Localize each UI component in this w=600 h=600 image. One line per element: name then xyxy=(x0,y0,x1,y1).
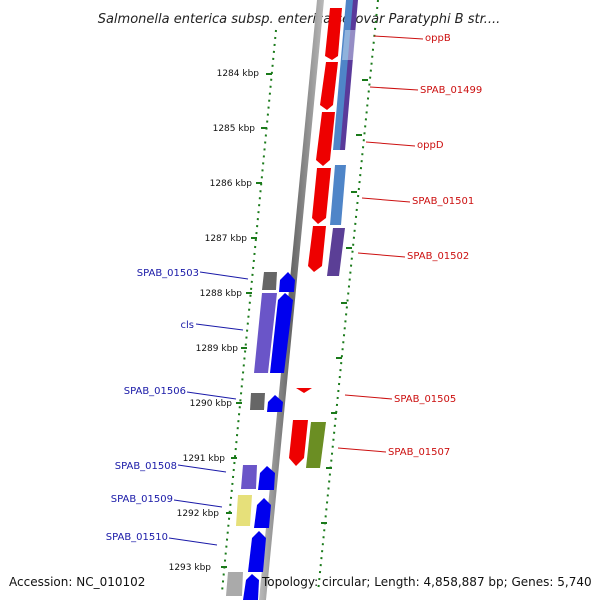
gene-arrow xyxy=(254,498,271,528)
kbp-label: 1293 kbp xyxy=(169,563,212,573)
leader-line xyxy=(369,86,419,91)
gene-label-left[interactable]: SPAB_01508 xyxy=(115,461,177,472)
accession-text: Accession: NC_010102 xyxy=(9,575,145,589)
leader-line xyxy=(373,35,424,40)
gene-label-right[interactable]: SPAB_01501 xyxy=(412,196,474,207)
gene-arrow xyxy=(296,388,312,393)
right-tick-track xyxy=(317,0,379,593)
gene-label-left[interactable]: SPAB_01506 xyxy=(124,386,186,397)
gene-arrow xyxy=(243,574,259,600)
cog-band xyxy=(254,293,277,373)
gene-arrow xyxy=(308,226,326,272)
gene-arrow xyxy=(325,8,342,60)
cog-band xyxy=(250,393,265,410)
leader-line xyxy=(168,537,218,546)
cog-band xyxy=(226,572,243,596)
gene-arrow xyxy=(270,293,293,373)
gene-label-right[interactable]: SPAB_01502 xyxy=(407,251,469,262)
cog-band xyxy=(306,422,326,468)
kbp-label: 1290 kbp xyxy=(190,399,233,409)
gene-label-right[interactable]: SPAB_01507 xyxy=(388,447,450,458)
cog-band xyxy=(236,495,252,526)
leader-line xyxy=(357,252,406,258)
gene-label-left[interactable]: SPAB_01509 xyxy=(111,494,173,505)
gene-arrow xyxy=(258,466,275,490)
gene-arrow xyxy=(312,168,331,224)
left-gene-labels: SPAB_01503 cls SPAB_01506 SPAB_01508 SPA… xyxy=(106,268,249,546)
left-major-ticks xyxy=(221,73,272,568)
cog-band xyxy=(262,272,277,290)
leader-line xyxy=(365,141,416,147)
gene-arrow xyxy=(279,272,295,292)
cog-band xyxy=(241,465,257,489)
leader-line xyxy=(344,394,393,400)
kbp-label: 1288 kbp xyxy=(200,289,243,299)
topology-text: Topology: circular; Length: 4,858,887 bp… xyxy=(261,575,592,589)
kbp-label: 1292 kbp xyxy=(177,509,220,519)
kbp-label: 1285 kbp xyxy=(213,124,256,134)
leader-line xyxy=(177,464,227,473)
gene-label-left[interactable]: SPAB_01503 xyxy=(137,268,199,279)
kbp-label: 1289 kbp xyxy=(196,344,239,354)
gene-label-right[interactable]: SPAB_01505 xyxy=(394,394,456,405)
gene-label-right[interactable]: oppB xyxy=(425,33,451,44)
gene-label-right[interactable]: SPAB_01499 xyxy=(420,85,482,96)
leader-line xyxy=(361,197,411,203)
leader-line xyxy=(195,323,244,331)
map-title: Salmonella enterica subsp. enterica sero… xyxy=(98,12,501,27)
gene-label-right[interactable]: oppD xyxy=(417,140,444,151)
cog-band xyxy=(327,228,345,276)
leader-line xyxy=(173,499,223,508)
cog-band xyxy=(342,30,356,60)
kbp-label: 1286 kbp xyxy=(210,179,253,189)
forward-strand-genes xyxy=(226,272,295,600)
reverse-strand-genes xyxy=(289,0,358,468)
gene-arrow xyxy=(248,531,266,572)
left-tick-track xyxy=(221,29,277,593)
cog-band xyxy=(330,165,346,225)
kbp-label: 1291 kbp xyxy=(183,454,226,464)
gene-arrow xyxy=(316,112,335,166)
right-major-ticks xyxy=(321,79,368,524)
gene-arrow xyxy=(289,420,308,466)
gene-label-left[interactable]: SPAB_01510 xyxy=(106,532,168,543)
right-gene-labels: oppB SPAB_01499 oppD SPAB_01501 SPAB_015… xyxy=(337,33,482,458)
kbp-labels: 1284 kbp 1285 kbp 1286 kbp 1287 kbp 1288… xyxy=(169,69,260,573)
gene-label-left[interactable]: cls xyxy=(181,320,195,331)
leader-line xyxy=(337,447,387,453)
gene-arrow xyxy=(267,395,283,412)
gene-arrow xyxy=(320,62,338,110)
kbp-label: 1287 kbp xyxy=(205,234,248,244)
leader-line xyxy=(186,391,237,400)
leader-line xyxy=(199,271,249,280)
kbp-label: 1284 kbp xyxy=(217,69,260,79)
